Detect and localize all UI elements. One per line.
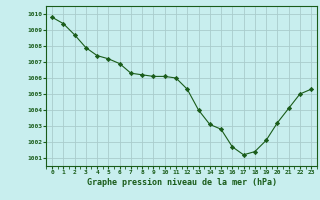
X-axis label: Graphe pression niveau de la mer (hPa): Graphe pression niveau de la mer (hPa) [87, 178, 276, 187]
